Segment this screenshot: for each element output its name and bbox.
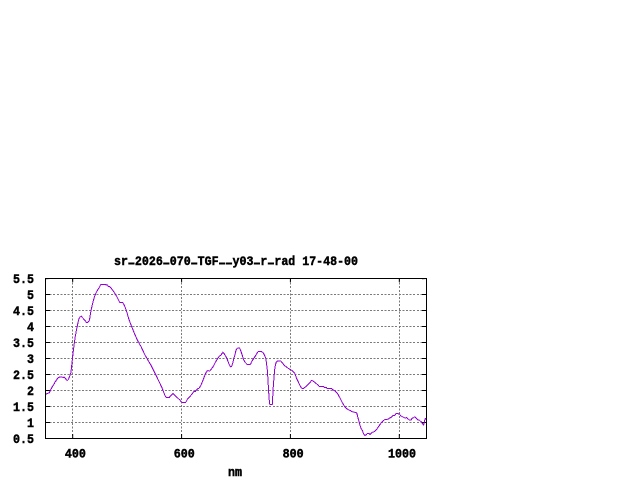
svg-text:400: 400 xyxy=(65,447,86,462)
svg-text:2: 2 xyxy=(27,384,34,399)
svg-text:3: 3 xyxy=(27,352,34,367)
svg-text:nm: nm xyxy=(228,465,242,480)
svg-text:4: 4 xyxy=(27,320,34,335)
svg-text:4.5: 4.5 xyxy=(13,304,34,319)
svg-text:1.5: 1.5 xyxy=(13,400,34,415)
svg-text:5.5: 5.5 xyxy=(13,272,34,287)
svg-text:sr 2026 070 TGF y03 r rad 17-: sr 2026 070 TGF y03 r rad 17-48-00 xyxy=(114,254,358,269)
svg-text:3.5: 3.5 xyxy=(13,336,34,351)
svg-text:2.5: 2.5 xyxy=(13,368,34,383)
svg-text:1: 1 xyxy=(27,416,34,431)
svg-text:1000: 1000 xyxy=(388,447,416,462)
svg-text:800: 800 xyxy=(283,447,304,462)
svg-text:0.5: 0.5 xyxy=(13,432,34,447)
svg-text:5: 5 xyxy=(27,288,34,303)
svg-text:600: 600 xyxy=(174,447,195,462)
